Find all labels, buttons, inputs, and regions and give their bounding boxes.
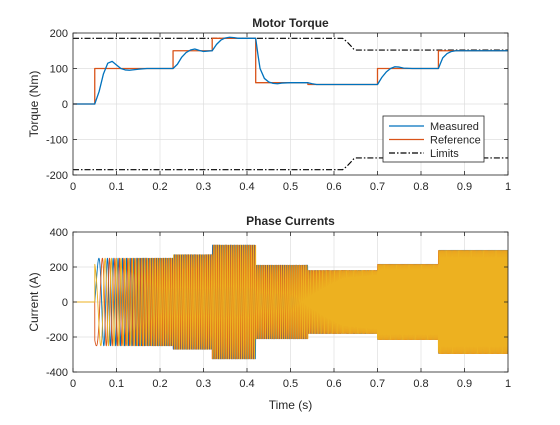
current-ticks: 0 0.1 0.2 0.3 0.4 0.5 0.6 0.7 0.8 0.9 1 -400 -200 0 20…: [46, 227, 511, 390]
torque-xtick-label: 0.8: [413, 181, 428, 193]
torque-ticks: 0 0.1 0.2 0.3 0.4 0.5 0.6 0.7 0.8 0.9 1 -200 -100 0 10…: [46, 28, 511, 193]
current-xtick-label: 1: [505, 378, 511, 390]
torque-xtick-label: 0.6: [326, 181, 341, 193]
current-xtick-label: 0.9: [457, 378, 472, 390]
current-xtick-label: 0.2: [152, 378, 167, 390]
current-phase-c-line: [73, 244, 508, 360]
current-xtick-label: 0.7: [370, 378, 385, 390]
current-xtick-label: 0.4: [239, 378, 254, 390]
torque-ytick-label: 0: [62, 99, 68, 111]
torque-xtick-label: 0.9: [457, 181, 472, 193]
current-ytick-label: 400: [50, 227, 68, 239]
current-axes: 0 0.1 0.2 0.3 0.4 0.5 0.6 0.7 0.8 0.9 1 -400 -200 0 20…: [27, 214, 511, 412]
torque-ylabel: Torque (Nm): [27, 71, 41, 138]
series-line-limits: [73, 37, 508, 51]
legend-label-reference: Reference: [430, 135, 481, 147]
torque-xtick-label: 0.1: [109, 181, 124, 193]
current-xlabel: Time (s): [269, 398, 313, 412]
torque-xtick-label: 0.3: [196, 181, 211, 193]
current-ylabel: Current (A): [27, 272, 41, 331]
current-xtick-label: 0.6: [326, 378, 341, 390]
torque-axes: 0 0.1 0.2 0.3 0.4 0.5 0.6 0.7 0.8 0.9 1 -200 -100 0 10…: [27, 16, 511, 193]
legend-label-measured: Measured: [430, 121, 479, 133]
torque-ytick-label: 200: [50, 28, 68, 40]
torque-xtick-label: 0.5: [283, 181, 298, 193]
torque-xtick-label: 0.2: [152, 181, 167, 193]
current-xtick-label: 0.3: [196, 378, 211, 390]
series-line-limits: [73, 157, 508, 171]
current-ytick-label: 200: [50, 262, 68, 274]
current-xtick-label: 0: [70, 378, 76, 390]
torque-title: Motor Torque: [252, 16, 329, 30]
torque-lines: [73, 36, 508, 171]
torque-ytick-label: -200: [46, 170, 68, 182]
torque-ytick-label: 100: [50, 64, 68, 76]
current-xtick-label: 0.8: [413, 378, 428, 390]
current-xtick-label: 0.1: [109, 378, 124, 390]
torque-xtick-label: 0.4: [239, 181, 254, 193]
torque-legend: Measured Reference Limits: [382, 115, 485, 163]
torque-ytick-label: -100: [46, 135, 68, 147]
current-ytick-label: -200: [46, 332, 68, 344]
current-ytick-label: -400: [46, 367, 68, 379]
torque-xtick-label: 1: [505, 181, 511, 193]
series-line-measured: [73, 36, 508, 105]
current-xtick-label: 0.5: [283, 378, 298, 390]
current-lines: [73, 244, 508, 360]
current-title: Phase Currents: [246, 214, 335, 228]
torque-xtick-label: 0.7: [370, 181, 385, 193]
torque-xtick-label: 0: [70, 181, 76, 193]
current-ytick-label: 0: [62, 297, 68, 309]
legend-label-limits: Limits: [430, 148, 459, 160]
